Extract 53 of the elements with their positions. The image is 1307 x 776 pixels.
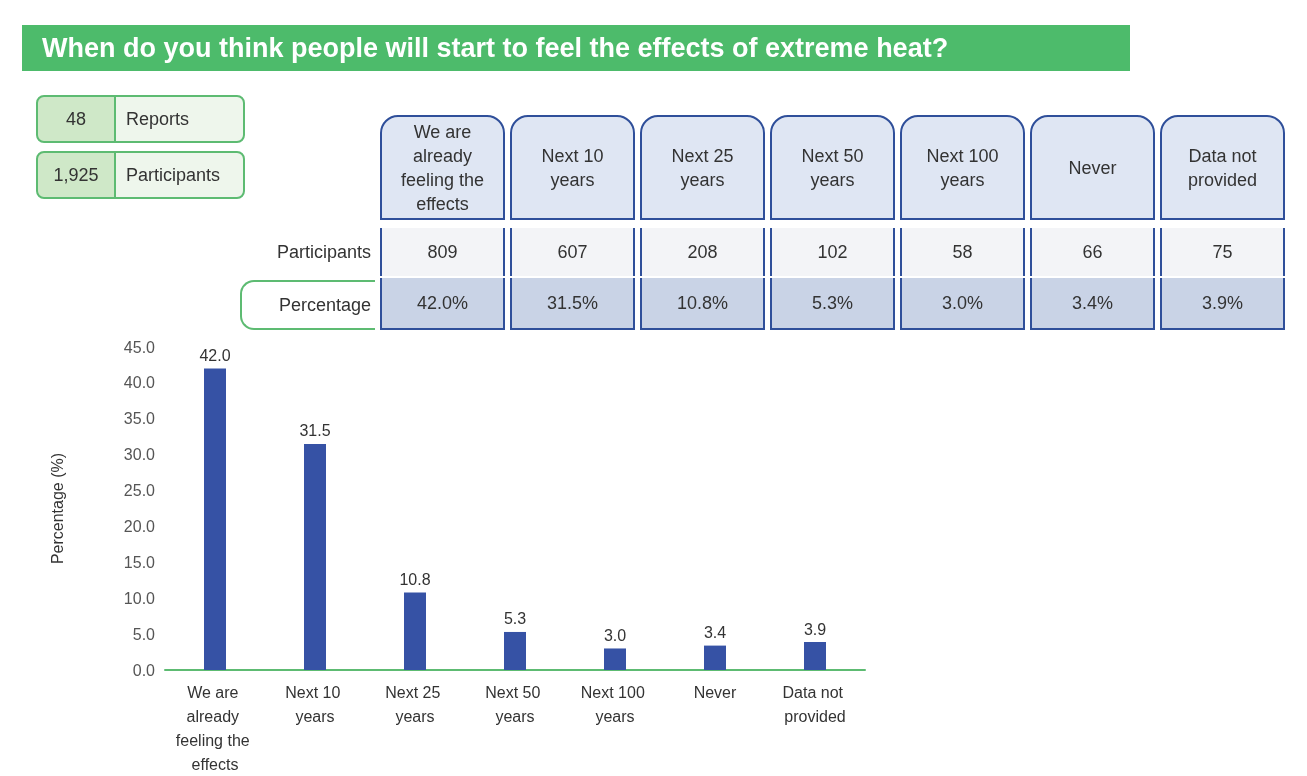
y-tick-label: 5.0 [132, 625, 156, 643]
x-tick-label: Next 100 years [580, 683, 650, 725]
x-tick-label: Data not provided [782, 683, 848, 725]
text: 31.5% [510, 278, 635, 330]
y-tick-label: 25.0 [123, 482, 156, 500]
category-label: We are already feeling the effects [400, 121, 485, 214]
text: Participants [275, 241, 372, 264]
text: 607 [510, 228, 635, 276]
text: 75 [1160, 228, 1285, 276]
category-label: Next 25 years [671, 145, 734, 190]
text: 102 [770, 228, 895, 276]
data-label: 5.3 [503, 610, 527, 628]
y-tick-label: 45.0 [123, 338, 156, 356]
text: 5.3% [770, 278, 895, 330]
text: 3.9% [1160, 278, 1285, 330]
text: Participants [114, 151, 245, 199]
data-label: 3.0 [603, 626, 627, 644]
y-tick-label: 40.0 [123, 374, 156, 392]
text: 1,925 [36, 151, 116, 199]
text: 48 [36, 95, 116, 143]
text: Reports [114, 95, 245, 143]
y-axis-title: Percentage (%) [48, 452, 66, 565]
category-label: Data not provided [1187, 145, 1258, 190]
category-label: Next 10 years [541, 145, 604, 190]
text: Percentage [240, 280, 375, 330]
data-label: 3.9 [803, 620, 827, 638]
category-label: Never [1068, 157, 1117, 178]
y-tick-label: 30.0 [123, 446, 156, 464]
x-tick-label: Never [693, 683, 738, 701]
y-tick-label: 35.0 [123, 410, 156, 428]
data-label: 31.5 [299, 422, 331, 440]
text: 208 [640, 228, 765, 276]
x-tick-label: We are already feeling the effects [175, 683, 255, 773]
data-label: 3.4 [703, 624, 727, 642]
y-tick-label: 0.0 [132, 661, 156, 679]
y-tick-label: 20.0 [123, 517, 156, 535]
data-label: 10.8 [399, 570, 431, 588]
text: 3.4% [1030, 278, 1155, 330]
text: 42.0% [380, 278, 505, 330]
category-label: Next 50 years [801, 145, 864, 190]
x-tick-label: Next 50 years [485, 683, 545, 725]
text: 10.8% [640, 278, 765, 330]
text: 809 [380, 228, 505, 276]
y-tick-label: 15.0 [123, 553, 156, 571]
text: 3.0% [900, 278, 1025, 330]
x-tick-label: Next 25 years [385, 683, 445, 725]
category-label: Next 100 years [926, 145, 999, 190]
chart-title: When do you think people will start to feel the effects of extreme heat? [22, 25, 1130, 71]
text: 66 [1030, 228, 1155, 276]
data-label: 42.0 [199, 347, 231, 365]
x-tick-label: Next 10 years [285, 683, 345, 725]
y-tick-label: 10.0 [123, 589, 156, 607]
text: 58 [900, 228, 1025, 276]
